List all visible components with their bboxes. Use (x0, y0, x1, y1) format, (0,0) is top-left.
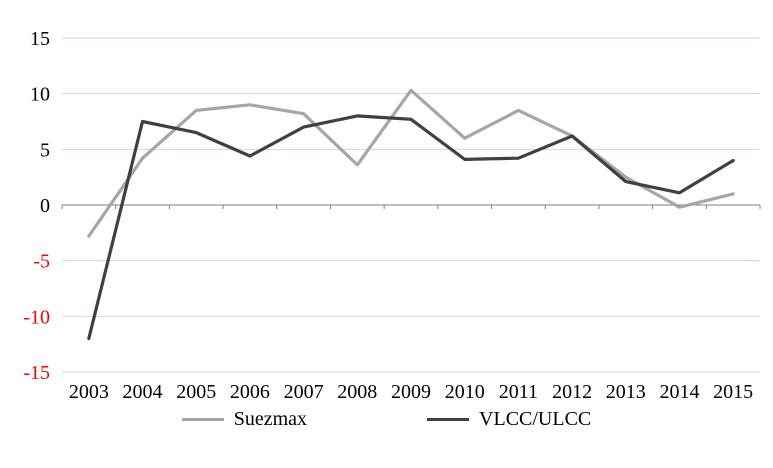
x-tick-label: 2006 (230, 381, 270, 403)
y-tick-label: 10 (30, 84, 50, 106)
x-tick-label: 2010 (445, 381, 485, 403)
vlcc-ulcc-line-swatch (427, 418, 470, 421)
x-tick-label: 2003 (69, 381, 109, 403)
series-line-vlcc-ulcc (87, 114, 735, 341)
chart-legend: Suezmax VLCC/ULCC (0, 408, 773, 431)
legend-label-suezmax: Suezmax (233, 408, 308, 430)
suezmax-line-swatch (181, 418, 224, 421)
y-tick-label: -15 (23, 362, 50, 384)
x-tick-label: 2009 (391, 381, 431, 403)
x-tick-label: 2008 (337, 381, 377, 403)
line-chart-canvas: 15 10 5 0 -5 -10 -15 2003 2004 2005 2006 2007 2008 20… (23, 28, 761, 403)
x-tick-label: 2005 (176, 381, 216, 403)
y-tick-label: 15 (30, 28, 50, 50)
y-tick-label: 0 (40, 195, 50, 217)
x-tick-label: 2014 (659, 381, 699, 403)
x-tick-label: 2007 (284, 381, 324, 403)
y-tick-label: -5 (33, 251, 50, 273)
legend-item-suezmax: Suezmax (181, 408, 308, 431)
x-tick-label: 2004 (123, 381, 163, 403)
legend-item-vlcc-ulcc: VLCC/ULCC (427, 408, 591, 431)
x-tick-label: 2012 (552, 381, 592, 403)
legend-label-vlcc-ulcc: VLCC/ULCC (479, 408, 592, 430)
x-tick-label: 2011 (499, 381, 538, 403)
series-line-suezmax (87, 88, 735, 238)
x-tick-label: 2015 (713, 381, 753, 403)
y-tick-label: -10 (23, 306, 50, 328)
y-tick-label: 5 (40, 139, 50, 161)
x-tick-label: 2013 (606, 381, 646, 403)
